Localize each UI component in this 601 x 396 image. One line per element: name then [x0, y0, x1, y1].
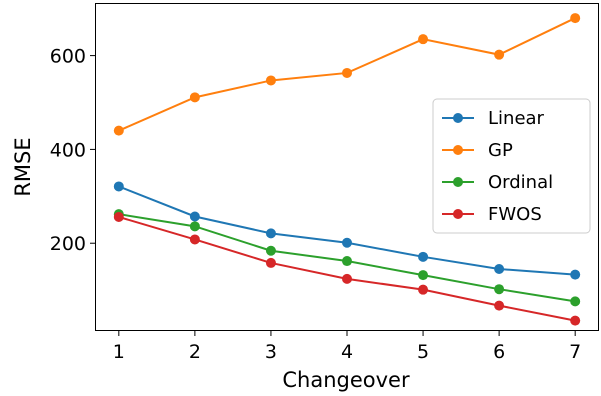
data-point-fwos — [494, 300, 505, 311]
y-tick-label: 200 — [50, 233, 86, 255]
data-point-fwos — [113, 211, 124, 222]
data-point-fwos — [570, 315, 581, 326]
x-tick-label: 6 — [493, 341, 505, 363]
y-tick-label: 600 — [50, 46, 86, 68]
x-tick-label: 2 — [189, 341, 201, 363]
data-point-gp — [570, 13, 581, 24]
legend-label-fwos: FWOS — [488, 204, 542, 225]
data-point-gp — [113, 125, 124, 136]
x-tick-label: 3 — [265, 341, 277, 363]
data-point-fwos — [342, 273, 352, 284]
data-point-linear — [494, 264, 505, 275]
data-point-gp — [189, 92, 200, 103]
data-point-linear — [189, 211, 200, 222]
data-point-gp — [342, 67, 352, 78]
legend: Linear GP Ordinal FWOS — [432, 98, 591, 234]
legend-swatch-marker-fwos — [453, 209, 463, 219]
data-point-ordinal — [189, 221, 200, 232]
data-point-ordinal — [570, 296, 581, 307]
data-point-gp — [494, 49, 505, 60]
x-tick-label: 1 — [113, 341, 125, 363]
legend-swatch-marker-ordinal — [453, 177, 463, 187]
legend-swatch-marker-gp — [453, 145, 463, 155]
y-axis: 200 400 600 — [50, 46, 96, 255]
x-tick-label: 4 — [341, 341, 353, 363]
legend-label-ordinal: Ordinal — [488, 172, 553, 193]
x-tick-label: 7 — [569, 341, 581, 363]
legend-box — [432, 98, 591, 234]
y-tick-label: 400 — [50, 139, 86, 161]
data-point-ordinal — [494, 284, 505, 295]
data-point-linear — [265, 228, 276, 239]
data-point-fwos — [189, 234, 200, 245]
data-point-fwos — [265, 257, 276, 268]
data-point-gp — [418, 34, 429, 45]
data-point-linear — [418, 251, 429, 262]
y-axis-label: RMSE — [11, 137, 35, 196]
series-layer — [113, 13, 581, 326]
data-point-ordinal — [418, 270, 429, 281]
data-point-fwos — [418, 284, 429, 295]
data-point-linear — [570, 269, 581, 280]
data-point-gp — [265, 75, 276, 86]
x-axis-label: Changeover — [282, 368, 410, 392]
data-point-linear — [113, 181, 124, 192]
data-point-linear — [342, 237, 352, 248]
legend-label-linear: Linear — [488, 108, 545, 129]
x-axis: 1 2 3 4 5 6 7 — [113, 330, 581, 363]
legend-label-gp: GP — [488, 140, 513, 161]
legend-swatch-marker-linear — [453, 113, 463, 123]
data-point-ordinal — [342, 256, 352, 267]
x-tick-label: 5 — [417, 341, 429, 363]
data-point-ordinal — [265, 245, 276, 256]
